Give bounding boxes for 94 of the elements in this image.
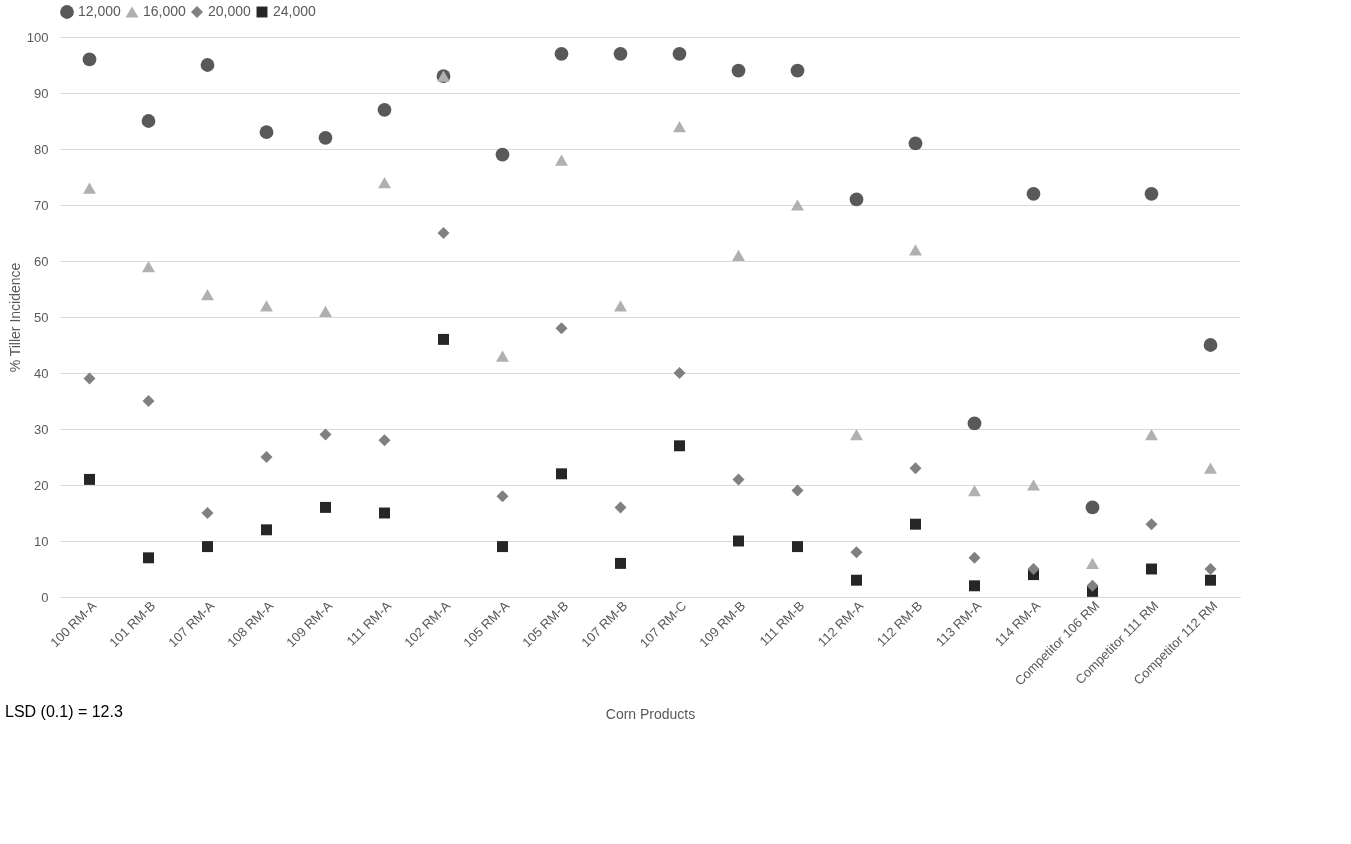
point — [733, 535, 744, 547]
point — [438, 333, 449, 345]
legend-label: 12,000 — [78, 3, 122, 19]
point — [82, 52, 97, 67]
point — [613, 46, 628, 61]
point — [1203, 338, 1218, 352]
point — [850, 429, 863, 441]
point — [318, 130, 333, 145]
point — [1086, 579, 1099, 592]
point — [908, 136, 923, 151]
x-axis-title: Corn Products — [605, 706, 696, 723]
point — [259, 125, 274, 140]
point — [261, 524, 272, 536]
point — [1026, 186, 1041, 201]
point — [1204, 462, 1217, 474]
y-tick-label: 90 — [34, 85, 49, 101]
point — [84, 473, 95, 485]
point — [83, 372, 96, 385]
point — [1144, 186, 1159, 201]
y-tick-label: 60 — [34, 253, 49, 269]
y-tick-label: 40 — [34, 365, 49, 381]
point — [1145, 429, 1158, 441]
point — [497, 541, 508, 553]
point — [732, 249, 745, 261]
legend-label: 24,000 — [273, 3, 317, 19]
point — [969, 580, 980, 592]
point — [968, 551, 981, 564]
point — [1027, 479, 1040, 491]
y-axis-title: % Tiller Incidence — [6, 262, 23, 373]
point — [1146, 563, 1157, 575]
legend-label: 16,000 — [143, 3, 187, 19]
y-tick-label: 30 — [34, 421, 49, 437]
point — [791, 484, 804, 497]
point — [143, 552, 154, 564]
point — [1204, 563, 1217, 575]
point — [377, 102, 392, 117]
y-tick-label: 50 — [34, 309, 49, 325]
y-tick-label: 80 — [34, 141, 49, 157]
point — [790, 63, 805, 78]
point — [554, 46, 569, 61]
point — [1085, 500, 1100, 515]
point — [614, 501, 627, 514]
point — [201, 289, 214, 301]
point — [731, 63, 746, 78]
point — [379, 507, 390, 519]
point — [260, 300, 273, 312]
point — [791, 199, 804, 211]
point — [437, 227, 450, 239]
point — [142, 395, 155, 407]
y-tick-label: 20 — [34, 477, 49, 493]
point — [378, 434, 391, 447]
point — [909, 462, 922, 475]
point — [1145, 518, 1158, 531]
y-tick-label: 0 — [41, 589, 49, 605]
point — [496, 490, 509, 503]
point — [614, 300, 627, 312]
y-tick-label: 10 — [34, 533, 49, 549]
point — [851, 574, 862, 586]
point — [141, 114, 156, 128]
point — [849, 192, 864, 207]
point — [672, 46, 687, 61]
point — [83, 182, 96, 194]
point — [555, 322, 568, 335]
text: LSD (0.1) = 12.3 — [5, 703, 123, 720]
point — [732, 473, 745, 486]
point — [674, 440, 685, 452]
point — [495, 147, 510, 162]
point — [850, 546, 863, 559]
legend-label: 20,000 — [208, 3, 252, 19]
point — [673, 121, 686, 133]
point — [967, 416, 982, 431]
point — [615, 557, 626, 569]
point — [673, 367, 686, 379]
point — [142, 261, 155, 273]
point — [910, 518, 921, 530]
point — [968, 485, 981, 497]
point — [319, 305, 332, 317]
point — [555, 154, 568, 166]
point — [200, 58, 215, 72]
point — [319, 428, 332, 441]
point — [909, 244, 922, 256]
point — [1086, 557, 1099, 569]
point — [260, 451, 273, 463]
point — [201, 507, 214, 519]
point — [202, 541, 213, 553]
y-tick-label: 100 — [26, 29, 49, 45]
y-tick-label: 70 — [34, 197, 49, 213]
point — [496, 350, 509, 362]
point — [1027, 563, 1040, 575]
point — [320, 501, 331, 513]
point — [556, 468, 567, 480]
point — [378, 177, 391, 189]
point — [792, 541, 803, 553]
point — [1205, 574, 1216, 586]
